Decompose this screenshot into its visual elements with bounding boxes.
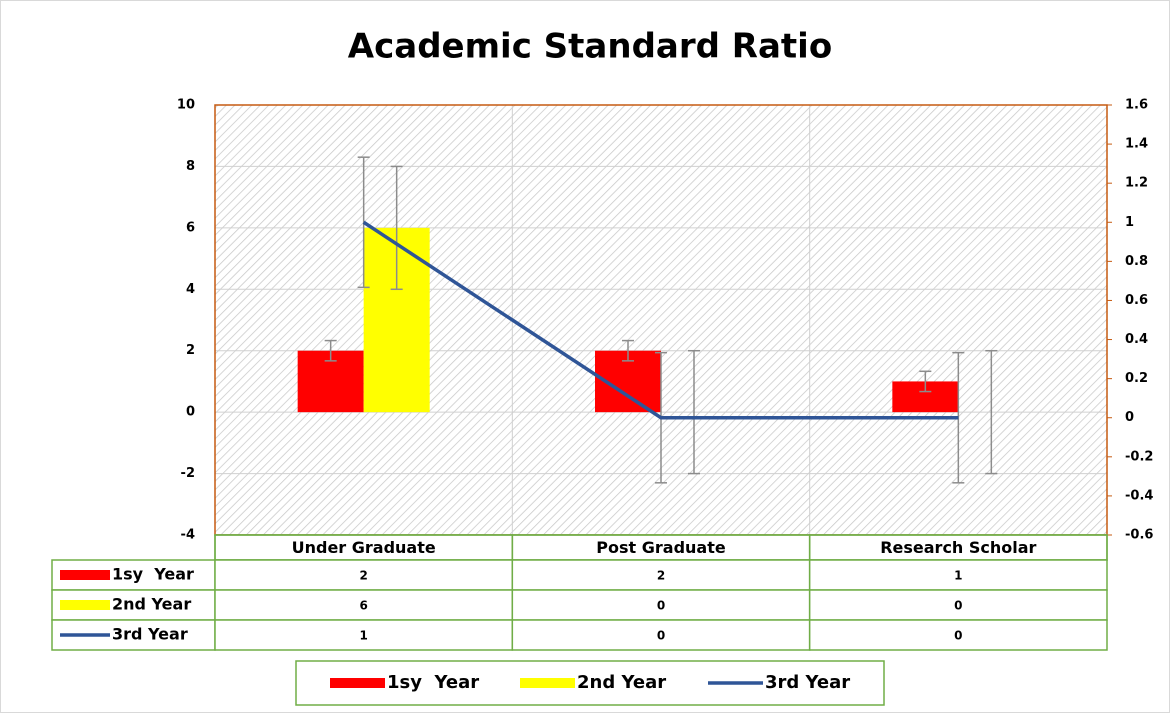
chart-title: Academic Standard Ratio [348, 27, 832, 67]
y-tick-label: 8 [186, 159, 195, 174]
y2-tick-label: -0.2 [1125, 449, 1153, 464]
x-tick-label: Under Graduate [292, 538, 436, 557]
table-value: 1 [359, 629, 367, 643]
table-value: 2 [359, 569, 367, 583]
y2-tick-label: -0.4 [1125, 488, 1153, 503]
y2-tick-label: 0.4 [1125, 332, 1148, 347]
table-series-name: 1sy Year [112, 565, 194, 584]
y2-tick-label: 0.8 [1125, 254, 1148, 269]
table-value: 1 [954, 569, 962, 583]
table-value: 0 [657, 599, 665, 613]
y2-tick-label: 0 [1125, 410, 1134, 425]
y-tick-label: -2 [181, 466, 195, 481]
y-tick-label: 4 [186, 282, 195, 297]
table-value: 2 [657, 569, 665, 583]
y2-tick-label: -0.6 [1125, 528, 1153, 543]
x-tick-label: Post Graduate [596, 538, 726, 557]
table-cell [808, 619, 1108, 651]
y2-tick-label: 0.6 [1125, 293, 1148, 308]
x-tick-label: Research Scholar [880, 538, 1036, 557]
table-value: 0 [954, 599, 962, 613]
legend-label: 3rd Year [765, 672, 850, 693]
table-cell [808, 589, 1108, 621]
table-value: 6 [359, 599, 367, 613]
table-series-name: 2nd Year [112, 595, 191, 614]
y2-tick-label: 1.6 [1125, 98, 1148, 113]
y-tick-label: 0 [186, 405, 195, 420]
table-value: 0 [954, 629, 962, 643]
legend-key [330, 678, 385, 688]
legend-label: 1sy Year [387, 672, 479, 693]
y-tick-label: 10 [177, 98, 195, 113]
y2-tick-label: 1.4 [1125, 137, 1148, 152]
table-legend-key [60, 600, 110, 610]
table-legend-key [60, 570, 110, 580]
y-tick-label: 6 [186, 220, 195, 235]
y2-tick-label: 1.2 [1125, 176, 1148, 191]
table-series-name: 3rd Year [112, 625, 188, 644]
table-value: 0 [657, 629, 665, 643]
y2-tick-label: 1 [1125, 215, 1134, 230]
line [362, 220, 959, 420]
legend-label: 2nd Year [577, 672, 666, 693]
y-tick-label: -4 [181, 528, 195, 543]
y-tick-label: 2 [186, 343, 195, 358]
legend-box [295, 660, 885, 706]
table-cell [214, 589, 514, 621]
y2-tick-label: 0.2 [1125, 371, 1148, 386]
legend-key [520, 678, 575, 688]
